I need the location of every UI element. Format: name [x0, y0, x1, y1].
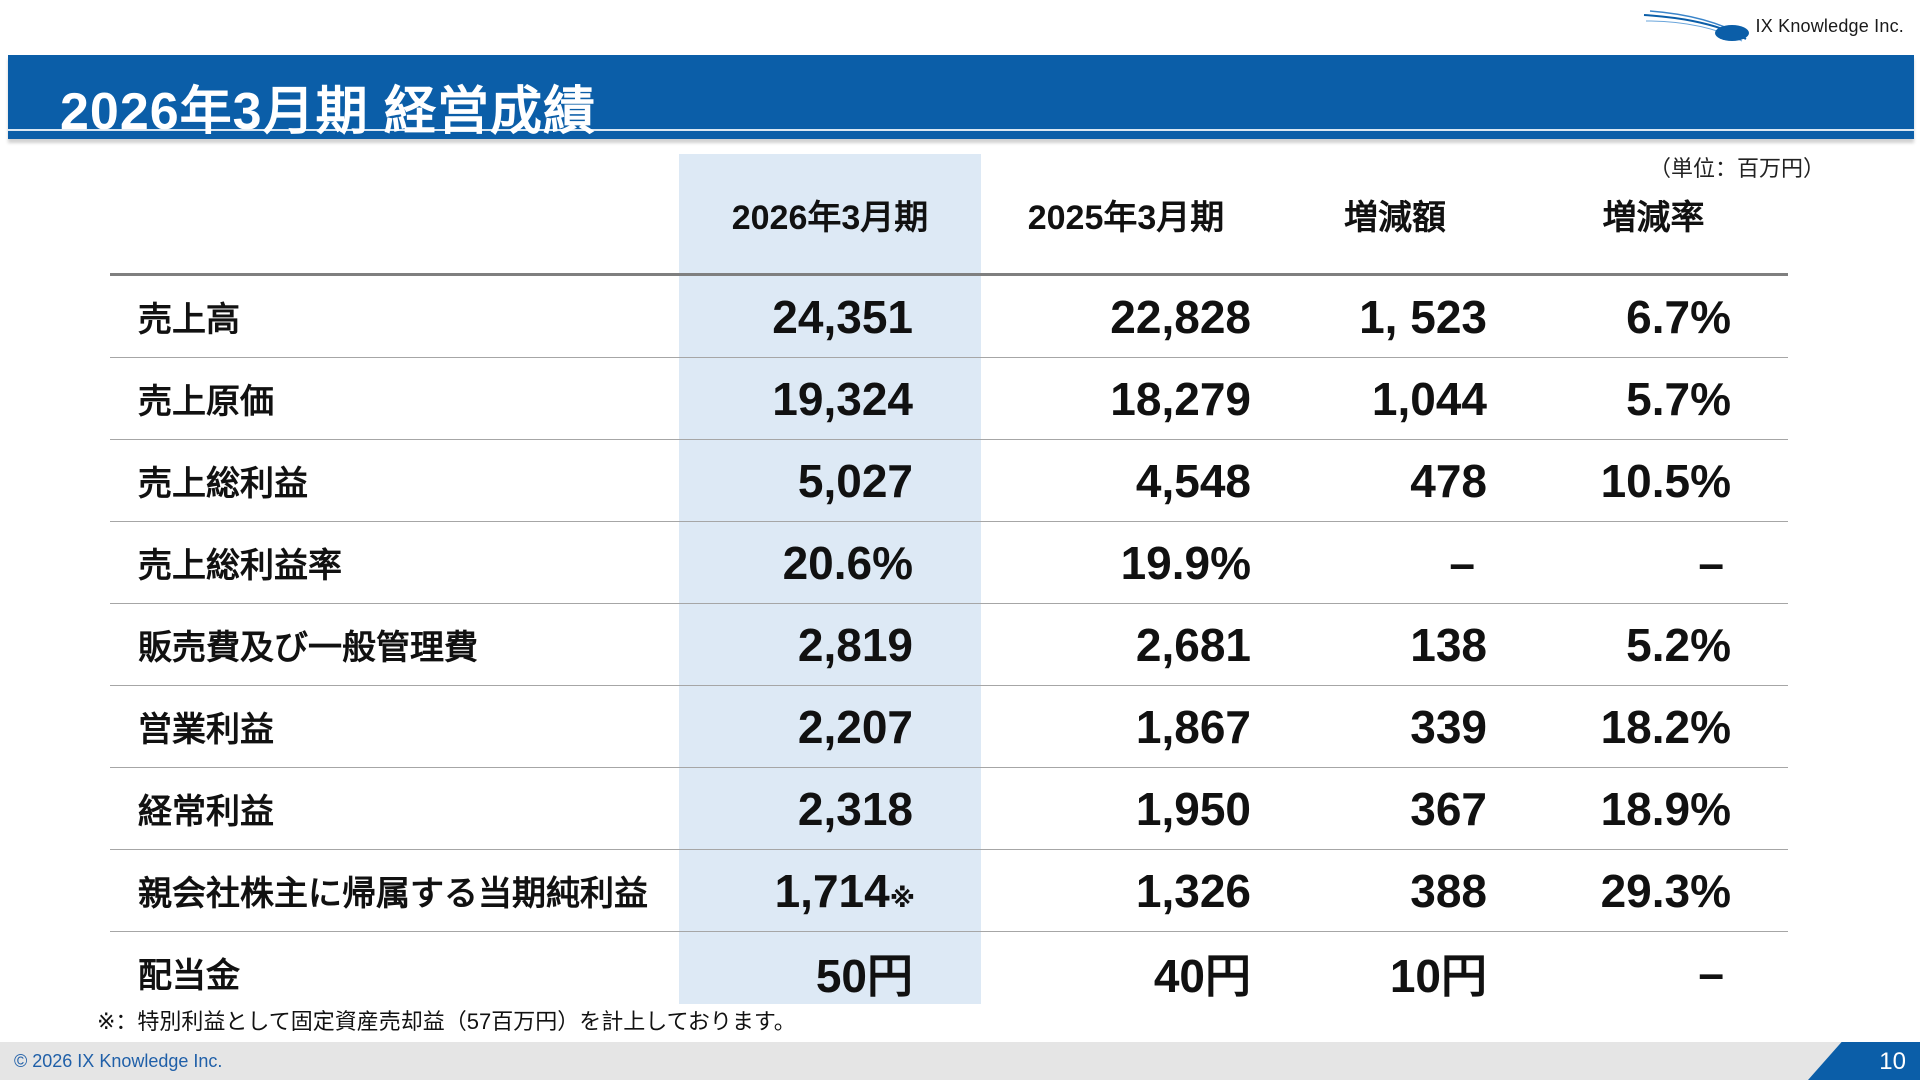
change-value: 478 — [1271, 439, 1519, 522]
rate-value: 5.7% — [1519, 357, 1788, 440]
fy2026-value: 20.6% — [679, 521, 981, 604]
rate-value: 10.5% — [1519, 439, 1788, 522]
change-value: 10円 — [1389, 949, 1487, 1002]
column-header-change: 増減額 — [1271, 165, 1519, 276]
row-label: 売上総利益 — [110, 439, 679, 522]
rate-value: 29.3% — [1519, 849, 1788, 932]
page-title: 2026年3月期 経営成績 — [60, 83, 597, 141]
row-label: 親会社株主に帰属する当期純利益 — [110, 849, 679, 932]
fy2025-value: 18,279 — [981, 357, 1271, 440]
column-header-fy2025: 2025年3月期 — [981, 165, 1271, 276]
column-header-label — [110, 165, 679, 276]
fy2026-value: 1,714※ — [679, 849, 981, 932]
column-header-rate: 増減率 — [1519, 165, 1788, 276]
fy2026-value: 50円 — [815, 949, 913, 1002]
rate-value: 18.9% — [1519, 767, 1788, 850]
change-value: 388 — [1271, 849, 1519, 932]
page-number: 10 — [1879, 1048, 1906, 1075]
table-row: 売上総利益 5,027 4,548 478 10.5% — [110, 439, 1788, 522]
footnote-mark: ※ — [889, 882, 915, 913]
results-table: 2026年3月期 2025年3月期 増減額 増減率 売上高 24,351 22,… — [110, 165, 1788, 1013]
change-value: 1,044 — [1271, 357, 1519, 440]
table-header-row: 2026年3月期 2025年3月期 増減額 増減率 — [110, 165, 1788, 276]
fy2026-value: 24,351 — [679, 274, 981, 358]
change-value: 367 — [1271, 767, 1519, 850]
row-label: 配当金 — [138, 957, 240, 995]
fy2026-value: 19,324 — [679, 357, 981, 440]
table-row: 売上高 24,351 22,828 1, 523 6.7% — [110, 274, 1788, 358]
fy2026-value: 2,207 — [679, 685, 981, 768]
change-value: 339 — [1271, 685, 1519, 768]
table-row: 売上総利益率 20.6% 19.9% – – — [110, 521, 1788, 604]
fy2025-value: 2,681 — [981, 603, 1271, 686]
rate-value: – — [1519, 521, 1788, 604]
table-row: 売上原価 19,324 18,279 1,044 5.7% — [110, 357, 1788, 440]
table-row: 販売費及び一般管理費 2,819 2,681 138 5.2% — [110, 603, 1788, 686]
table-row: 経常利益 2,318 1,950 367 18.9% — [110, 767, 1788, 850]
copyright: © 2026 IX Knowledge Inc. — [14, 1051, 223, 1071]
row-label: 売上総利益率 — [110, 521, 679, 604]
row-label: 営業利益 — [110, 685, 679, 768]
fy2025-value: 1,867 — [981, 685, 1271, 768]
title-bar: 2026年3月期 経営成績 — [8, 55, 1914, 141]
table-row: 配当金 50円 40円 10円 – — [110, 932, 1788, 1014]
fy2025-value: 1,326 — [981, 849, 1271, 932]
fy2025-value: 22,828 — [981, 274, 1271, 358]
row-label: 販売費及び一般管理費 — [110, 603, 679, 686]
table-row: 営業利益 2,207 1,867 339 18.2% — [110, 685, 1788, 768]
change-value: 138 — [1271, 603, 1519, 686]
fy2025-value: 4,548 — [981, 439, 1271, 522]
fy2025-value: 19.9% — [981, 521, 1271, 604]
company-logo: IX Knowledge Inc. — [1642, 6, 1905, 46]
company-name: IX Knowledge Inc. — [1755, 15, 1904, 36]
row-label: 経常利益 — [110, 767, 679, 850]
column-header-fy2026: 2026年3月期 — [679, 165, 981, 276]
change-value: 1, 523 — [1271, 274, 1519, 358]
row-label: 売上高 — [110, 274, 679, 358]
fy2026-value: 5,027 — [679, 439, 981, 522]
fy2026-value: 2,819 — [679, 603, 981, 686]
rate-value: – — [1698, 946, 1724, 999]
fy2025-value: 1,950 — [981, 767, 1271, 850]
row-label: 売上原価 — [110, 357, 679, 440]
fy2025-value: 40円 — [1153, 949, 1251, 1002]
table-row: 親会社株主に帰属する当期純利益 1,714※ 1,326 388 29.3% — [110, 849, 1788, 932]
rate-value: 5.2% — [1519, 603, 1788, 686]
swoosh-logo-icon — [1643, 10, 1749, 42]
title-underline — [8, 129, 1914, 131]
change-value: – — [1271, 521, 1519, 604]
footer: © 2026 IX Knowledge Inc. 10 — [0, 1042, 1920, 1080]
rate-value: 18.2% — [1519, 685, 1788, 768]
rate-value: 6.7% — [1519, 274, 1788, 358]
footnote: ※：特別利益として固定資産売却益（57百万円）を計上しております。 — [97, 1009, 796, 1034]
fy2026-value: 2,318 — [679, 767, 981, 850]
